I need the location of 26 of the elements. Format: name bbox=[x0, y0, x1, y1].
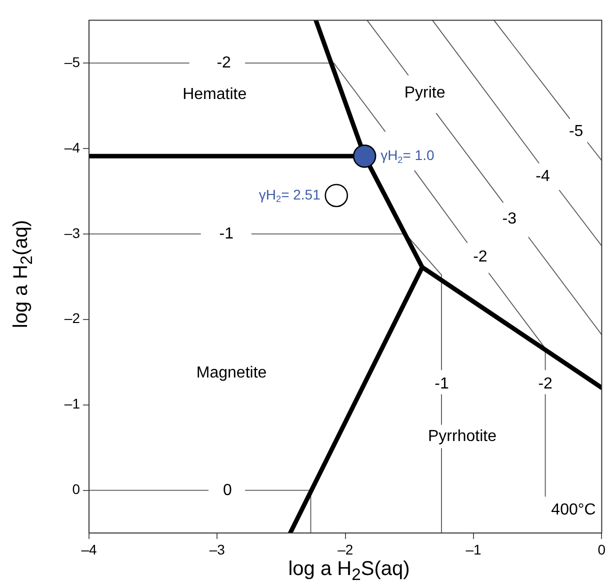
annotation: -1 bbox=[434, 376, 449, 393]
annotation: Hematite bbox=[182, 86, 247, 104]
annotation: -5 bbox=[568, 122, 584, 140]
annotation: 0 bbox=[222, 482, 232, 499]
annotation: -1 bbox=[219, 226, 234, 242]
x-tick-label: –4 bbox=[81, 541, 97, 558]
x-axis-title: log a H$_{2}$S(aq) bbox=[287, 557, 411, 584]
annotation: 400°C bbox=[551, 501, 596, 518]
y-tick-label: –2 bbox=[64, 310, 80, 326]
y-tick-label: –3 bbox=[64, 224, 80, 241]
x-tick-label: –3 bbox=[209, 541, 226, 558]
annotation: -2 bbox=[538, 376, 553, 393]
y-tick-label: –4 bbox=[64, 139, 80, 156]
annotation: -2 bbox=[216, 54, 232, 72]
y-tick-label: –1 bbox=[64, 396, 80, 412]
annotation: -4 bbox=[536, 168, 550, 186]
annotation: Pyrite bbox=[404, 84, 446, 102]
annotation: Pyrrhotite bbox=[428, 428, 497, 446]
annotation: -2 bbox=[473, 248, 488, 266]
x-tick-label: –1 bbox=[466, 541, 482, 558]
y-tick-label: 0 bbox=[72, 481, 80, 498]
annotation: Magnetite bbox=[196, 364, 267, 382]
x-tick-label: 0 bbox=[598, 541, 606, 558]
annotation: -3 bbox=[502, 210, 517, 228]
x-tick-label: –2 bbox=[338, 541, 354, 558]
y-tick-label: –5 bbox=[64, 54, 80, 70]
